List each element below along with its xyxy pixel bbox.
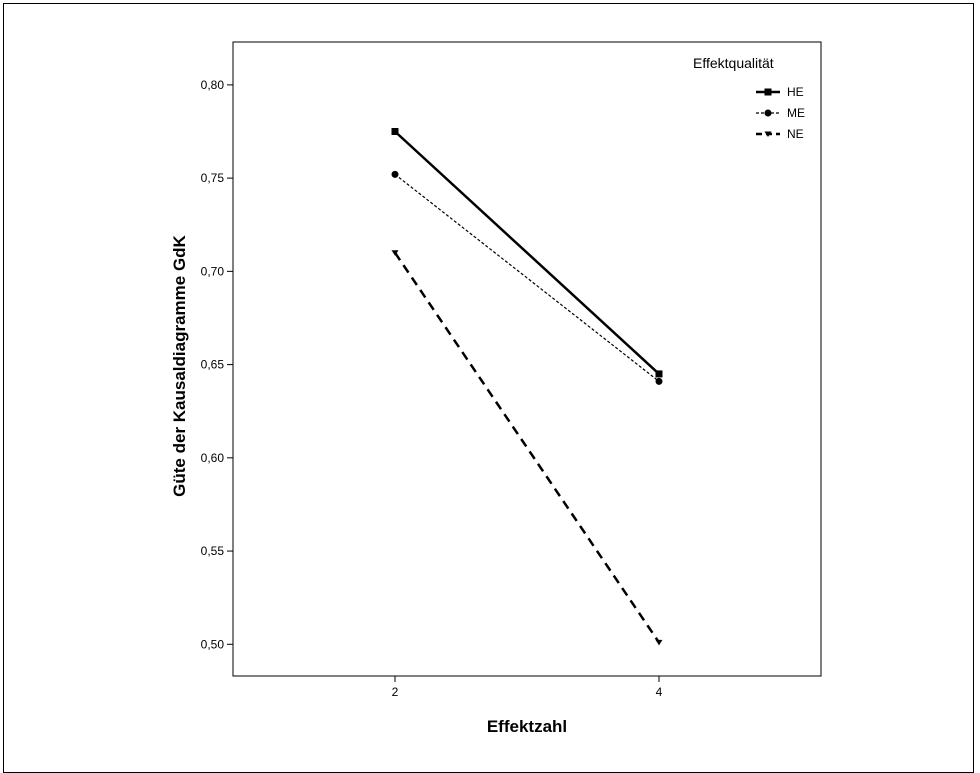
y-tick-label: 0,75	[201, 171, 225, 185]
x-tick-label: 4	[656, 685, 663, 699]
legend-marker-me	[764, 109, 772, 117]
data-point-me	[391, 170, 399, 178]
y-tick-label: 0,55	[201, 544, 225, 558]
series-line-me	[394, 173, 660, 382]
legend-marker-ne	[764, 131, 772, 137]
legend-label-he: HE	[787, 85, 804, 99]
plot-area	[232, 41, 822, 677]
series-line-ne	[393, 252, 661, 644]
legend-marker-he	[764, 88, 772, 96]
x-tick-label: 2	[392, 685, 399, 699]
y-tick-label: 0,70	[201, 264, 225, 278]
y-tick-label: 0,80	[201, 78, 225, 92]
y-tick-label: 0,50	[201, 637, 225, 651]
y-tick-label: 0,65	[201, 358, 225, 372]
legend-label-ne: NE	[787, 127, 804, 141]
x-axis-title: Effektzahl	[487, 717, 567, 736]
legend-label-me: ME	[787, 106, 805, 120]
series-line-he	[394, 130, 660, 375]
y-tick-label: 0,60	[201, 451, 225, 465]
data-point-he	[391, 128, 399, 136]
y-axis-title: Güte der Kausaldiagramme GdK	[170, 234, 189, 496]
axes: 0,80 0,75 0,70 0,65 0,60 0,55 0,50 2 4	[201, 41, 822, 699]
legend-title: Effektqualität	[693, 55, 774, 71]
data-point-he	[655, 370, 663, 378]
data-point-me	[655, 377, 663, 385]
legend: Effektqualität HE ME NE	[693, 55, 805, 141]
data-point-ne	[655, 639, 663, 646]
data-point-ne	[391, 250, 399, 256]
series-layer	[391, 128, 663, 646]
